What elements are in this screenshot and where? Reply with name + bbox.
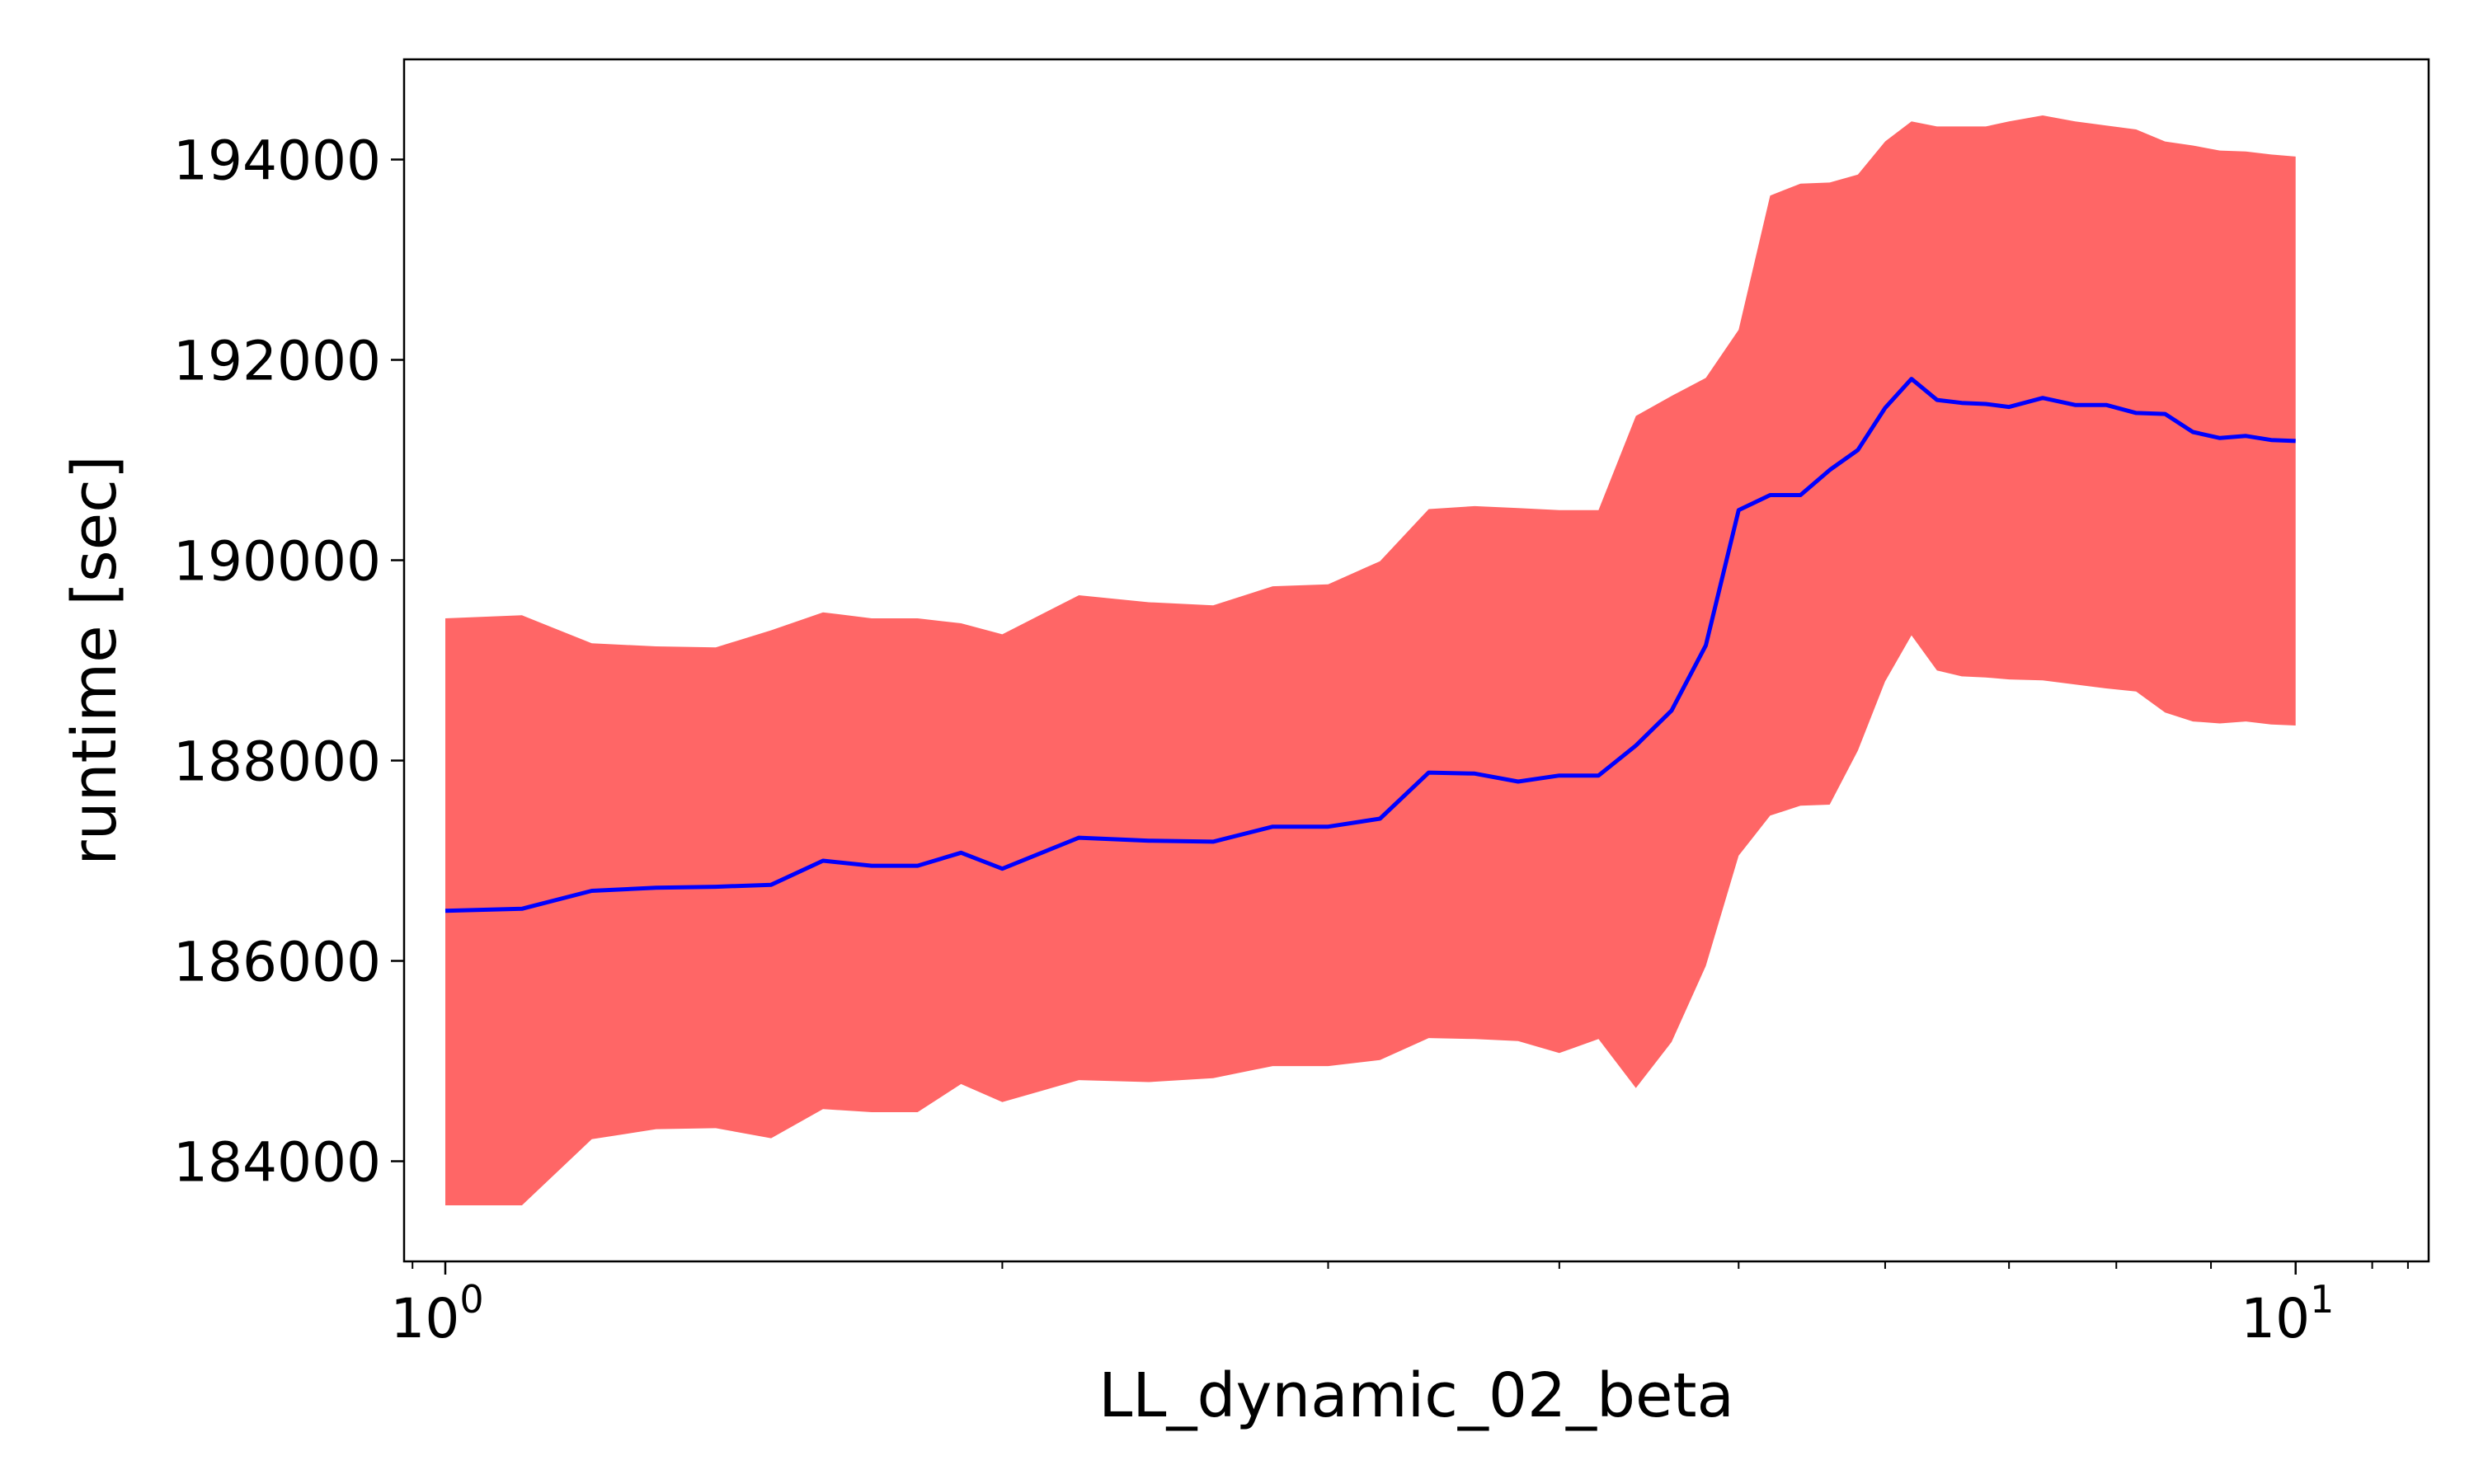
y-tick-label: 188000 bbox=[173, 730, 381, 794]
axes-frame bbox=[402, 58, 2430, 1263]
plot-area bbox=[444, 115, 2296, 1205]
y-axis: 184000 186000 188000 190000 192000 194000 bbox=[173, 129, 404, 1195]
y-tick-label: 192000 bbox=[173, 330, 381, 393]
x-tick-label: 100 bbox=[390, 1277, 483, 1350]
x-axis-label: LL_dynamic_02_beta bbox=[1098, 1360, 1734, 1431]
x-tick-label: 101 bbox=[2241, 1277, 2334, 1350]
y-tick-label: 190000 bbox=[173, 530, 381, 594]
x-axis: 100 101 bbox=[390, 1261, 2409, 1350]
y-tick-label: 186000 bbox=[173, 931, 381, 994]
y-axis-label: runtime [sec] bbox=[59, 455, 130, 865]
std-band bbox=[445, 115, 2296, 1205]
mean-line bbox=[444, 377, 2296, 913]
y-tick-label: 184000 bbox=[173, 1131, 381, 1195]
y-tick-label: 194000 bbox=[173, 129, 381, 193]
